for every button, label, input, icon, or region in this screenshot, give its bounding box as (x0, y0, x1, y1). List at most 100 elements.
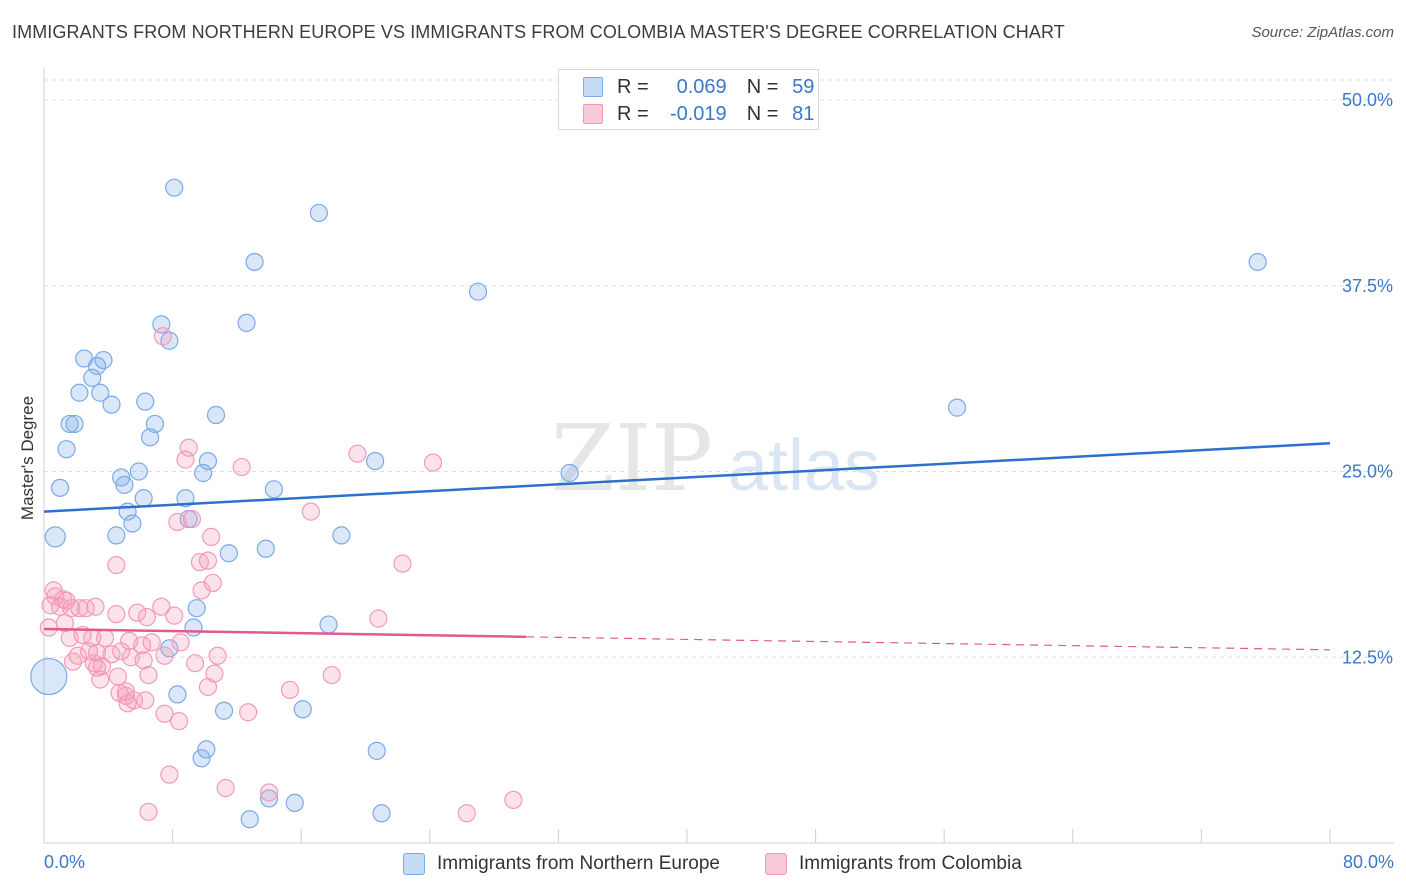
point-northern-europe-30 (50, 478, 70, 497)
point-northern-europe-3 (1248, 252, 1267, 272)
point-colombia-49 (63, 652, 83, 671)
point-colombia-1 (348, 444, 367, 463)
point-northern-europe-42 (187, 599, 206, 618)
point-colombia-74 (259, 783, 279, 802)
point-colombia-0 (153, 327, 173, 346)
point-northern-europe-19 (65, 414, 84, 434)
n-label: N = (746, 75, 779, 98)
point-northern-europe-32 (134, 489, 153, 508)
point-northern-europe-55 (372, 804, 391, 823)
point-northern-europe-38 (107, 526, 126, 545)
point-northern-europe-0 (165, 178, 184, 197)
n-value: 81 (792, 102, 815, 125)
point-colombia-10 (107, 556, 126, 575)
point-colombia-20 (192, 581, 211, 600)
point-colombia-29 (137, 608, 156, 627)
point-colombia-27 (107, 605, 126, 624)
point-northern-europe-43 (319, 615, 338, 634)
point-colombia-28 (128, 603, 147, 622)
point-colombia-68 (118, 694, 137, 713)
point-northern-europe-16 (947, 398, 967, 417)
watermark-atlas: atlas (728, 426, 880, 506)
point-colombia-59 (91, 670, 110, 689)
legend-label: Immigrants from Colombia (799, 853, 1022, 874)
point-colombia-25 (86, 597, 105, 616)
point-colombia-26 (152, 597, 171, 616)
point-northern-europe-20 (145, 414, 165, 434)
point-colombia-58 (322, 665, 341, 685)
point-colombia-61 (198, 677, 218, 697)
point-northern-europe-25 (129, 462, 148, 481)
point-northern-europe-23 (198, 451, 218, 471)
point-northern-europe-29 (115, 475, 134, 494)
y-tick-label-1: 25.0% (1342, 462, 1393, 482)
point-northern-europe-14 (102, 395, 121, 414)
point-colombia-8 (182, 509, 201, 529)
point-colombia-30 (165, 606, 184, 625)
point-colombia-62 (280, 680, 300, 700)
swatch-blue (583, 77, 603, 97)
point-northern-europe-39 (332, 526, 351, 545)
point-northern-europe-52 (192, 749, 211, 768)
point-colombia-24 (76, 599, 95, 618)
watermark-zip: ZIP (551, 405, 713, 512)
legend-label: Immigrants from Northern Europe (437, 853, 720, 874)
y-tick-label-0: 12.5% (1342, 647, 1393, 667)
point-colombia-56 (108, 667, 128, 686)
point-colombia-72 (160, 765, 179, 784)
point-northern-europe-37 (44, 526, 66, 548)
point-northern-europe-26 (194, 463, 213, 483)
point-northern-europe-41 (219, 544, 238, 563)
point-colombia-12 (198, 551, 218, 570)
watermark: ZIP atlas (551, 405, 880, 512)
point-colombia-6 (301, 502, 320, 521)
point-colombia-2 (423, 453, 443, 472)
point-colombia-32 (39, 618, 58, 637)
point-colombia-55 (92, 657, 111, 676)
r-value: 0.069 (676, 75, 727, 98)
point-northern-europe-22 (57, 440, 76, 459)
x-tick-min: 0.0% (44, 852, 86, 872)
y-tick-label-3: 50.0% (1342, 90, 1393, 110)
point-colombia-19 (41, 596, 60, 615)
point-northern-europe-21 (140, 428, 160, 447)
point-colombia-37 (95, 628, 115, 648)
axes (43, 68, 1394, 844)
point-northern-europe-36 (123, 514, 142, 533)
chart-source: Source: ZipAtlas.com (1251, 24, 1394, 41)
n-value: 59 (792, 75, 815, 98)
trend-line-1-dashed (526, 636, 1331, 651)
swatch-pink (583, 104, 603, 124)
point-colombia-5 (232, 457, 251, 477)
point-northern-europe-17 (206, 405, 226, 425)
point-colombia-45 (112, 642, 131, 661)
r-label: R = (617, 102, 649, 125)
legend-item-colombia[interactable]: Immigrants from Colombia (765, 850, 1022, 878)
point-colombia-7 (168, 512, 187, 532)
point-northern-europe-15 (136, 392, 155, 411)
legend-item-northern-europe[interactable]: Immigrants from Northern Europe (403, 850, 720, 878)
point-northern-europe-4 (468, 282, 488, 301)
stats-row-northern-europe: R = 0.069 N = 59 (583, 75, 814, 99)
y-tick-labels: 12.5% 25.0% 37.5% 50.0% (1342, 90, 1393, 667)
point-colombia-31 (369, 609, 388, 628)
point-northern-europe-2 (245, 252, 264, 272)
data-points (30, 178, 1267, 829)
point-colombia-50 (68, 646, 87, 665)
stats-legend: R = 0.069 N = 59 R = -0.019 N = 81 (558, 69, 819, 130)
point-colombia-75 (504, 790, 523, 810)
point-northern-europe-56 (240, 810, 259, 829)
point-northern-europe-27 (560, 463, 579, 483)
y-tick-label-2: 37.5% (1342, 276, 1393, 296)
point-colombia-76 (139, 802, 158, 821)
point-colombia-44 (87, 643, 107, 662)
point-northern-europe-6 (237, 313, 256, 332)
point-northern-europe-46 (168, 685, 187, 704)
point-northern-europe-44 (184, 618, 203, 637)
x-tick-max: 80.0% (1342, 852, 1394, 872)
point-colombia-71 (169, 712, 189, 731)
point-colombia-47 (171, 633, 190, 652)
point-colombia-3 (179, 438, 198, 457)
point-northern-europe-54 (285, 793, 304, 812)
